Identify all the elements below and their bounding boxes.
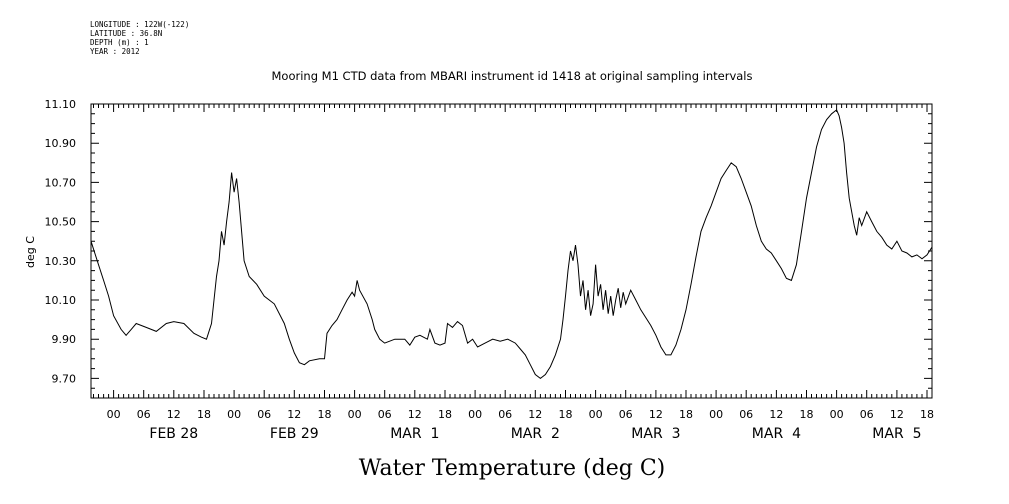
x-tick-label: 18: [197, 408, 211, 421]
y-tick-label: 10.10: [45, 294, 77, 307]
y-tick-label: 9.70: [52, 372, 77, 385]
date-label: FEB 29: [270, 426, 319, 442]
x-tick-labels: 00 06 12 18 00 06 12 18 00 06 12 18 00 06 12 18 00 06 12 18…: [107, 408, 934, 421]
x-tick-label: 00: [589, 408, 603, 421]
x-tick-label: 18: [559, 408, 573, 421]
x-tick-label: 06: [860, 408, 874, 421]
x-tick-label: 00: [348, 408, 362, 421]
x-axis-label: Water Temperature (deg C): [359, 456, 666, 481]
x-tick-label: 06: [739, 408, 753, 421]
x-tick-label: 06: [619, 408, 633, 421]
x-tick-label: 18: [438, 408, 452, 421]
date-label: MAR 5: [872, 426, 921, 442]
y-tick-label: 10.50: [45, 216, 77, 229]
x-tick-label: 06: [257, 408, 271, 421]
chart-title: Mooring M1 CTD data from MBARI instrumen…: [272, 69, 753, 83]
x-tick-label: 00: [709, 408, 723, 421]
depth-label: DEPTH (m) : 1: [90, 38, 149, 47]
tick-marks: [91, 103, 933, 399]
date-label: MAR 1: [390, 426, 439, 442]
date-label: FEB 28: [149, 426, 198, 442]
y-tick-label: 11.10: [45, 98, 77, 111]
axis-ticks: [91, 103, 933, 399]
x-tick-label: 12: [408, 408, 422, 421]
x-tick-label: 12: [287, 408, 301, 421]
x-tick-label: 00: [468, 408, 482, 421]
y-tick-label: 10.30: [45, 255, 77, 268]
x-tick-label: 12: [649, 408, 663, 421]
x-tick-label: 06: [378, 408, 392, 421]
x-tick-label: 12: [167, 408, 181, 421]
y-tick-labels: 9.70 9.90 10.10 10.30 10.50 10.70 10.90 11.10: [45, 98, 77, 385]
date-label: MAR 4: [752, 426, 801, 442]
x-tick-label: 06: [498, 408, 512, 421]
latitude-label: LATITUDE : 36.8N: [90, 29, 163, 38]
x-tick-label: 18: [800, 408, 814, 421]
y-tick-label: 10.70: [45, 176, 77, 189]
year-label: YEAR : 2012: [90, 47, 140, 56]
x-tick-label: 18: [679, 408, 693, 421]
date-label: MAR 2: [511, 426, 560, 442]
metadata-block: LONGITUDE : 122W(-122) LATITUDE : 36.8N …: [90, 20, 189, 56]
x-tick-label: 00: [227, 408, 241, 421]
x-tick-label: 12: [769, 408, 783, 421]
y-tick-label: 9.90: [52, 333, 77, 346]
y-tick-label: 10.90: [45, 137, 77, 150]
temperature-series-line: [90, 109, 933, 380]
date-labels: FEB 28 FEB 29 MAR 1 MAR 2 MAR 3 MAR 4 MAR 5: [149, 426, 921, 442]
plot-frame: [90, 103, 933, 399]
x-tick-label: 18: [920, 408, 934, 421]
x-tick-label: 18: [318, 408, 332, 421]
x-tick-label: 12: [890, 408, 904, 421]
x-tick-label: 00: [830, 408, 844, 421]
x-tick-label: 12: [528, 408, 542, 421]
x-tick-label: 06: [137, 408, 151, 421]
longitude-label: LONGITUDE : 122W(-122): [90, 20, 190, 29]
date-label: MAR 3: [631, 426, 680, 442]
y-axis-label: deg C: [24, 236, 37, 268]
x-tick-label: 00: [107, 408, 121, 421]
